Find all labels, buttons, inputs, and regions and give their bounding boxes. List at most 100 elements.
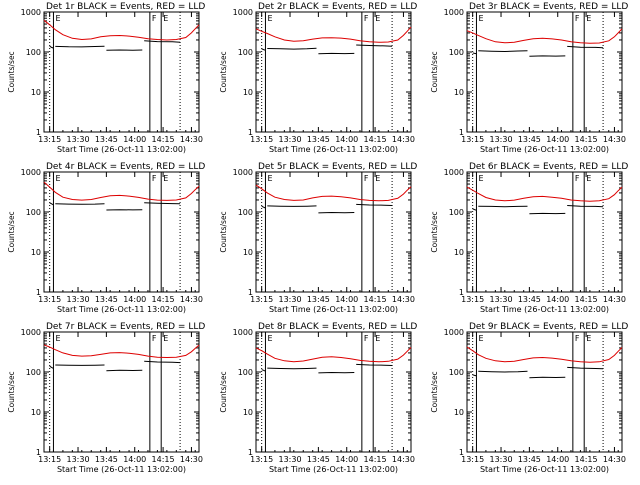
x-tick-label: 14:00 <box>123 295 146 304</box>
x-tick-label: 13:30 <box>66 455 89 464</box>
event-marker-label: F <box>575 174 580 183</box>
x-tick-label: 13:15 <box>250 135 273 144</box>
x-axis-label: Start Time (26-Oct-11 13:02:00) <box>269 305 398 314</box>
y-tick-label: 100 <box>449 208 464 217</box>
x-tick-label: 13:45 <box>518 135 541 144</box>
y-tick-label: 1000 <box>444 168 464 177</box>
x-tick-label: 14:30 <box>603 295 626 304</box>
y-tick-label: 10 <box>243 408 253 417</box>
panel-title: Det 1r BLACK = Events, RED = LLD <box>46 2 205 12</box>
x-tick-label: 13:30 <box>278 135 301 144</box>
y-tick-label: 100 <box>26 208 41 217</box>
x-tick-label: 14:15 <box>152 455 175 464</box>
x-tick-label: 13:45 <box>518 455 541 464</box>
event-marker-label: E <box>375 174 380 183</box>
x-tick-label: 14:00 <box>335 295 358 304</box>
x-tick-label: 13:45 <box>95 295 118 304</box>
plot-frame <box>256 332 411 452</box>
event-marker-label: F <box>575 14 580 23</box>
panel-title: Det 5r BLACK = Events, RED = LLD <box>258 162 417 172</box>
y-axis-label: Counts/sec <box>7 371 16 412</box>
events-series-line <box>478 51 527 52</box>
event-marker-label: F <box>152 334 157 343</box>
events-series-line <box>473 53 477 54</box>
event-marker-label: F <box>364 174 369 183</box>
x-tick-label: 14:00 <box>123 455 146 464</box>
events-series-line <box>267 368 316 369</box>
plot-frame <box>256 172 411 292</box>
events-series-line <box>267 206 316 207</box>
x-axis-label: Start Time (26-Oct-11 13:02:00) <box>57 145 186 154</box>
plot-frame <box>44 12 199 132</box>
x-tick-label: 14:30 <box>603 455 626 464</box>
y-axis-label: Counts/sec <box>430 51 439 92</box>
event-marker-label: E <box>478 174 483 183</box>
y-tick-label: 10 <box>243 248 253 257</box>
x-tick-label: 14:15 <box>364 295 387 304</box>
x-tick-label: 13:45 <box>307 455 330 464</box>
y-tick-label: 10 <box>454 248 464 257</box>
x-tick-label: 13:30 <box>489 135 512 144</box>
event-marker-label: E <box>163 14 168 23</box>
plot-frame <box>467 172 622 292</box>
x-tick-label: 13:30 <box>489 295 512 304</box>
y-axis-label: Counts/sec <box>219 51 228 92</box>
x-tick-label: 14:00 <box>335 135 358 144</box>
y-tick-label: 1000 <box>233 168 253 177</box>
event-marker-label: F <box>152 174 157 183</box>
event-marker-label: F <box>364 334 369 343</box>
y-tick-label: 10 <box>31 248 41 257</box>
event-marker-label: E <box>586 14 591 23</box>
x-tick-label: 13:15 <box>250 455 273 464</box>
y-tick-label: 100 <box>26 48 41 57</box>
event-marker-label: E <box>375 334 380 343</box>
x-tick-label: 14:15 <box>575 455 598 464</box>
event-marker-label: E <box>586 334 591 343</box>
detector-panel-9: Det 9r BLACK = Events, RED = LLD11010010… <box>430 322 628 474</box>
detector-panel-6: Det 6r BLACK = Events, RED = LLD11010010… <box>430 162 628 314</box>
y-axis-label: Counts/sec <box>219 371 228 412</box>
x-tick-label: 14:00 <box>546 295 569 304</box>
event-marker-label: E <box>478 14 483 23</box>
x-tick-label: 14:00 <box>335 455 358 464</box>
events-series-line <box>529 377 565 378</box>
x-tick-label: 13:30 <box>278 295 301 304</box>
y-tick-label: 1000 <box>21 328 41 337</box>
x-tick-label: 13:30 <box>489 455 512 464</box>
plot-frame <box>256 12 411 132</box>
x-tick-label: 13:45 <box>307 135 330 144</box>
detector-panel-7: Det 7r BLACK = Events, RED = LLD11010010… <box>7 322 205 474</box>
x-axis-label: Start Time (26-Oct-11 13:02:00) <box>480 305 609 314</box>
plot-frame <box>467 12 622 132</box>
y-axis-label: Counts/sec <box>7 51 16 92</box>
events-series-line <box>262 370 266 372</box>
events-series-line <box>473 209 477 211</box>
y-tick-label: 1000 <box>444 8 464 17</box>
x-tick-label: 14:30 <box>180 135 203 144</box>
lld-series-line <box>256 185 411 201</box>
y-tick-label: 100 <box>238 368 253 377</box>
x-tick-label: 13:45 <box>95 455 118 464</box>
y-tick-label: 100 <box>449 48 464 57</box>
event-marker-label: F <box>152 14 157 23</box>
event-marker-label: F <box>575 334 580 343</box>
detector-panel-5: Det 5r BLACK = Events, RED = LLD11010010… <box>219 162 417 314</box>
x-tick-label: 14:00 <box>123 135 146 144</box>
lld-series-line <box>44 182 199 200</box>
event-marker-label: E <box>586 174 591 183</box>
y-tick-label: 1000 <box>233 8 253 17</box>
panel-title: Det 2r BLACK = Events, RED = LLD <box>258 2 417 12</box>
x-axis-label: Start Time (26-Oct-11 13:02:00) <box>57 465 186 474</box>
x-tick-label: 14:30 <box>180 455 203 464</box>
x-tick-label: 14:30 <box>392 295 415 304</box>
events-series-line <box>50 46 54 48</box>
events-series-line <box>478 371 527 372</box>
x-tick-label: 14:30 <box>392 135 415 144</box>
y-axis-label: Counts/sec <box>430 371 439 412</box>
events-series-line <box>262 206 266 208</box>
x-tick-label: 13:15 <box>38 455 61 464</box>
panel-title: Det 8r BLACK = Events, RED = LLD <box>258 322 417 332</box>
event-marker-label: E <box>478 334 483 343</box>
x-tick-label: 13:30 <box>66 135 89 144</box>
